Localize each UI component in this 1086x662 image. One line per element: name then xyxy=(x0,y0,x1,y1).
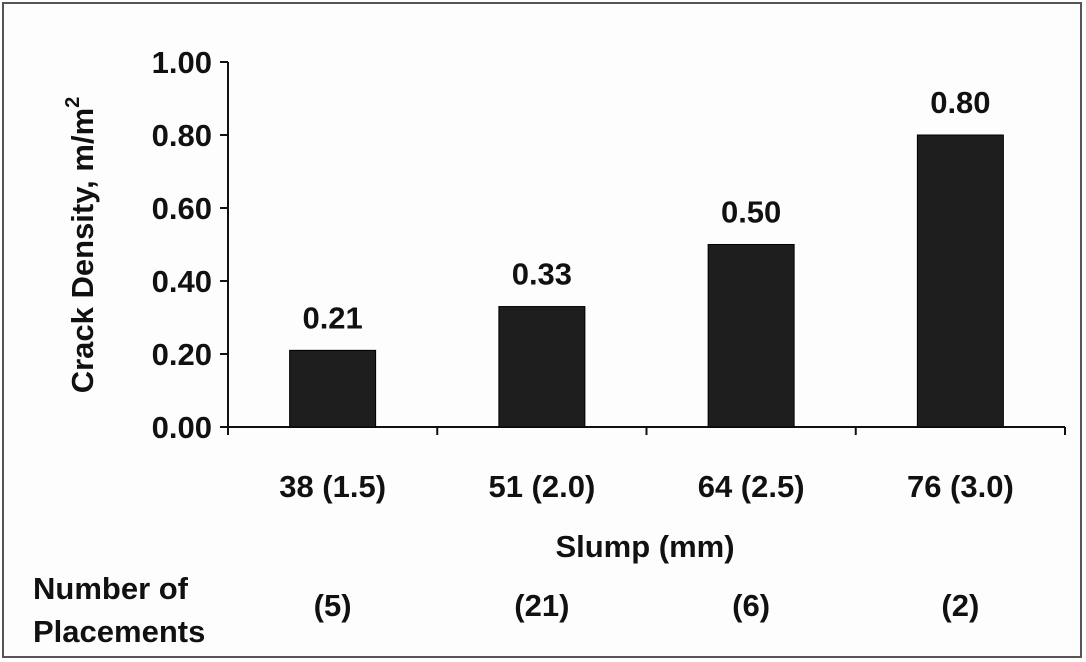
bar-value-label: 0.21 xyxy=(302,300,362,335)
placements-values: (5) (21) (6) (2) xyxy=(314,588,980,623)
category-label: 38 (1.5) xyxy=(279,469,386,504)
bar-value-label: 0.50 xyxy=(721,195,781,230)
bar-value-label: 0.33 xyxy=(512,257,572,292)
y-axis-title-main: Crack Density, m/m xyxy=(65,108,100,393)
y-tick-label: 0.20 xyxy=(152,337,212,372)
y-tick-label: 0.00 xyxy=(152,410,212,445)
placement-count: (5) xyxy=(314,588,352,623)
y-tick-label: 0.60 xyxy=(152,191,212,226)
placement-count: (21) xyxy=(514,588,569,623)
placements-label-line1: Number of xyxy=(33,571,189,606)
bar-value-label: 0.80 xyxy=(930,85,990,120)
bar xyxy=(498,306,586,428)
bar xyxy=(289,349,377,428)
category-labels: 38 (1.5) 51 (2.0) 64 (2.5) 76 (3.0) xyxy=(279,469,1014,504)
placements-label-line2: Placements xyxy=(33,614,205,649)
y-axis-title-superscript: 2 xyxy=(62,97,84,108)
bars xyxy=(289,134,1004,428)
category-label: 76 (3.0) xyxy=(907,469,1014,504)
x-ticks xyxy=(227,427,1066,435)
y-axis-title: Crack Density, m/m2 xyxy=(62,97,100,394)
category-label: 51 (2.0) xyxy=(488,469,595,504)
bar xyxy=(707,244,795,428)
bar-value-labels: 0.21 0.33 0.50 0.80 xyxy=(302,85,990,335)
y-tick-label: 1.00 xyxy=(152,45,212,80)
y-ticks: 0.00 0.20 0.40 0.60 0.80 1.00 xyxy=(152,45,228,445)
x-axis-title: Slump (mm) xyxy=(555,529,734,564)
category-label: 64 (2.5) xyxy=(698,469,805,504)
bar xyxy=(916,134,1004,428)
placement-count: (6) xyxy=(732,588,770,623)
y-tick-label: 0.80 xyxy=(152,118,212,153)
placement-count: (2) xyxy=(941,588,979,623)
y-tick-label: 0.40 xyxy=(152,264,212,299)
